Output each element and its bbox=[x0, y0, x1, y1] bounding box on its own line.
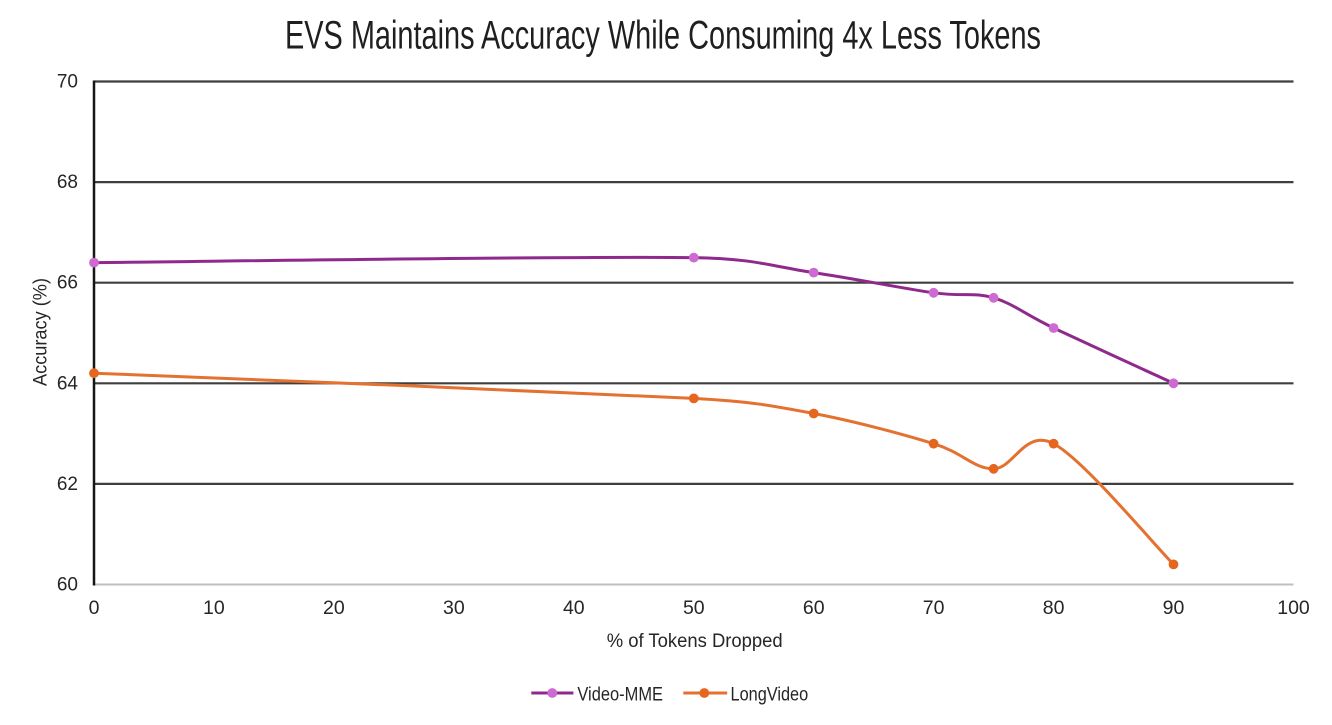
svg-text:64: 64 bbox=[57, 373, 79, 394]
svg-text:90: 90 bbox=[1163, 597, 1185, 619]
svg-text:70: 70 bbox=[923, 597, 945, 619]
svg-text:100: 100 bbox=[1277, 597, 1310, 619]
svg-text:66: 66 bbox=[57, 273, 78, 294]
svg-text:80: 80 bbox=[1043, 597, 1065, 619]
svg-text:70: 70 bbox=[57, 72, 78, 93]
svg-text:30: 30 bbox=[443, 597, 465, 619]
svg-text:0: 0 bbox=[89, 597, 100, 619]
svg-text:10: 10 bbox=[203, 597, 225, 619]
svg-text:50: 50 bbox=[683, 597, 705, 619]
svg-text:EVS Maintains Accuracy While C: EVS Maintains Accuracy While Consuming 4… bbox=[285, 13, 1041, 57]
svg-text:60: 60 bbox=[57, 575, 78, 596]
svg-text:40: 40 bbox=[563, 597, 585, 619]
svg-text:68: 68 bbox=[57, 172, 78, 193]
svg-text:Accuracy (%): Accuracy (%) bbox=[30, 278, 52, 386]
svg-text:LongVideo: LongVideo bbox=[731, 683, 809, 705]
svg-text:62: 62 bbox=[57, 474, 78, 495]
svg-text:% of Tokens Dropped: % of Tokens Dropped bbox=[607, 630, 783, 652]
svg-text:20: 20 bbox=[323, 597, 345, 619]
svg-text:Video-MME: Video-MME bbox=[577, 683, 663, 705]
svg-text:60: 60 bbox=[803, 597, 825, 619]
